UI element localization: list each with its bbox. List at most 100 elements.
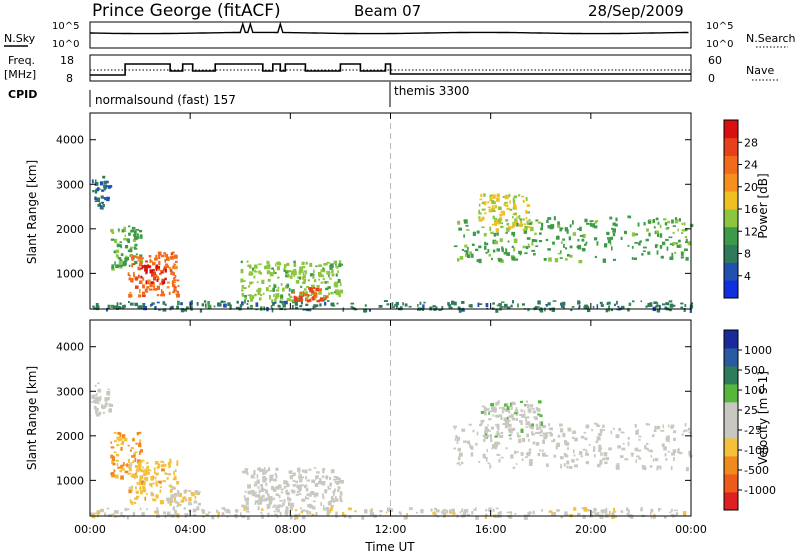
data-cell bbox=[155, 266, 158, 271]
data-cell bbox=[338, 293, 341, 298]
data-cell bbox=[461, 428, 466, 432]
data-cell bbox=[534, 232, 537, 236]
data-cell bbox=[265, 477, 268, 481]
data-cell bbox=[478, 303, 483, 305]
data-cell bbox=[262, 472, 267, 475]
data-cell bbox=[292, 484, 296, 487]
data-cell bbox=[489, 226, 492, 232]
data-cell bbox=[221, 507, 226, 509]
data-cell bbox=[537, 300, 541, 305]
data-cell bbox=[457, 447, 462, 452]
data-cell bbox=[175, 512, 178, 515]
data-cell bbox=[511, 256, 516, 261]
data-cell bbox=[152, 498, 155, 502]
data-cell bbox=[650, 508, 654, 513]
data-cell bbox=[529, 459, 533, 464]
data-cell bbox=[543, 258, 547, 261]
colorbar-segment bbox=[724, 173, 738, 192]
data-cell bbox=[688, 431, 692, 434]
data-cell bbox=[433, 511, 436, 514]
data-cell bbox=[463, 440, 467, 443]
data-cell bbox=[339, 289, 344, 294]
x-tick-label: 00:00 bbox=[675, 523, 707, 536]
data-cell bbox=[264, 467, 266, 472]
data-cell bbox=[283, 269, 286, 272]
data-cell bbox=[591, 428, 593, 432]
data-cell bbox=[183, 496, 187, 499]
data-cell bbox=[663, 218, 667, 221]
data-cell bbox=[312, 275, 315, 279]
data-cell bbox=[304, 271, 307, 275]
data-cell bbox=[614, 223, 618, 227]
data-cell bbox=[241, 301, 244, 306]
data-cell bbox=[167, 462, 171, 466]
data-cell bbox=[170, 494, 175, 498]
data-cell bbox=[292, 305, 294, 310]
data-cell bbox=[511, 401, 516, 405]
data-cell bbox=[262, 479, 266, 483]
x-axis-label: Time UT bbox=[364, 540, 415, 554]
data-cell bbox=[370, 512, 374, 516]
data-cell bbox=[435, 306, 438, 311]
data-cell bbox=[531, 431, 534, 435]
data-cell bbox=[650, 449, 653, 453]
data-cell bbox=[500, 456, 504, 459]
data-cell bbox=[127, 464, 130, 469]
data-cell bbox=[247, 294, 252, 297]
data-cell bbox=[338, 486, 341, 490]
data-cell bbox=[675, 242, 678, 245]
data-cell bbox=[634, 242, 638, 244]
data-cell bbox=[594, 237, 598, 241]
data-cell bbox=[120, 467, 125, 471]
data-cell bbox=[537, 452, 541, 457]
data-cell bbox=[688, 450, 691, 456]
y-tick-label: 2000 bbox=[56, 430, 84, 443]
data-cell bbox=[248, 272, 253, 276]
data-cell bbox=[152, 261, 156, 266]
data-cell bbox=[94, 200, 98, 202]
data-cell bbox=[315, 265, 318, 268]
data-cell bbox=[148, 255, 152, 258]
data-cell bbox=[124, 304, 126, 308]
data-cell bbox=[557, 221, 560, 226]
data-cell bbox=[640, 300, 643, 303]
data-cell bbox=[162, 308, 167, 312]
data-cell bbox=[134, 277, 138, 280]
data-cell bbox=[496, 193, 499, 198]
data-cell bbox=[635, 233, 638, 236]
data-cell bbox=[655, 230, 659, 234]
data-cell bbox=[330, 302, 335, 307]
data-cell bbox=[560, 241, 563, 244]
data-cell bbox=[271, 474, 274, 477]
data-cell bbox=[550, 224, 555, 229]
data-cell bbox=[510, 454, 514, 459]
data-cell bbox=[680, 256, 684, 259]
data-cell bbox=[156, 294, 160, 297]
data-cell bbox=[153, 287, 158, 291]
data-cell bbox=[160, 464, 164, 468]
data-cell bbox=[284, 510, 289, 515]
data-cell bbox=[119, 265, 123, 269]
data-cell bbox=[467, 254, 471, 258]
data-cell bbox=[538, 308, 543, 311]
data-cell bbox=[197, 502, 201, 506]
data-cell bbox=[136, 233, 139, 238]
data-cell bbox=[127, 272, 130, 276]
data-cell bbox=[322, 277, 325, 281]
data-cell bbox=[615, 434, 620, 439]
data-cell bbox=[163, 252, 166, 255]
data-cell bbox=[315, 492, 319, 497]
data-cell bbox=[655, 217, 659, 221]
data-cell bbox=[301, 509, 306, 512]
data-cell bbox=[163, 267, 166, 271]
data-cell bbox=[513, 412, 518, 415]
data-cell bbox=[560, 463, 562, 469]
data-cell bbox=[123, 226, 126, 231]
data-cell bbox=[669, 511, 672, 514]
data-cell bbox=[539, 232, 542, 235]
data-cell bbox=[506, 207, 510, 210]
data-cell bbox=[145, 260, 148, 263]
data-cell bbox=[583, 431, 587, 434]
data-cell bbox=[273, 284, 277, 288]
data-cell bbox=[501, 407, 506, 411]
